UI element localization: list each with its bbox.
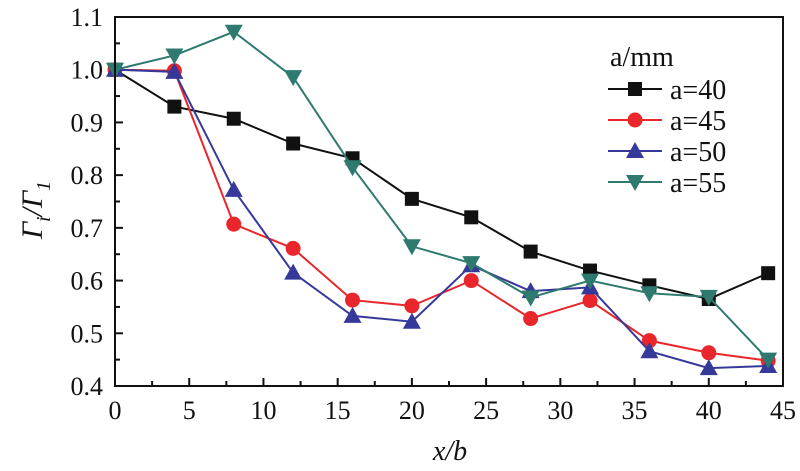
data-point — [761, 266, 776, 281]
data-point — [521, 290, 540, 307]
data-point — [626, 142, 644, 158]
data-point — [640, 342, 659, 359]
data-point — [640, 286, 659, 303]
legend-label: a=50 — [670, 137, 726, 168]
legend-title: a/mm — [610, 42, 674, 73]
data-point — [582, 293, 598, 309]
data-point — [165, 62, 184, 79]
data-point — [226, 111, 241, 126]
legend-item: a=40 — [608, 75, 726, 106]
data-point — [284, 263, 303, 280]
x-tick-label: 0 — [109, 396, 122, 425]
legend-item: a=50 — [608, 137, 726, 168]
legend-label: a=45 — [670, 106, 726, 137]
y-tick-label: 0.5 — [71, 319, 104, 348]
y-axis-label: Γi/Γ1 — [16, 181, 55, 240]
data-point — [581, 273, 600, 290]
data-point — [628, 82, 642, 96]
x-tick-label: 30 — [547, 396, 573, 425]
x-tick-label: 10 — [250, 396, 276, 425]
y-tick-label: 0.7 — [71, 214, 104, 243]
data-point — [224, 24, 243, 41]
x-axis-label: x/b — [432, 436, 467, 467]
data-point — [699, 289, 718, 306]
x-tick-label: 25 — [473, 396, 499, 425]
data-point — [699, 359, 718, 376]
x-tick-label: 5 — [183, 396, 196, 425]
data-point — [463, 273, 479, 289]
data-point — [626, 175, 644, 191]
data-point — [523, 311, 539, 327]
data-point — [402, 312, 421, 329]
data-point — [284, 70, 303, 87]
y-tick-label: 1.0 — [71, 56, 104, 85]
data-point — [224, 180, 243, 197]
y-tick-label: 0.8 — [71, 161, 104, 190]
data-point — [343, 306, 362, 323]
legend-label: a=40 — [670, 75, 726, 106]
series-a-55 — [106, 24, 778, 369]
series-line — [114, 68, 769, 301]
x-tick-label: 35 — [622, 396, 648, 425]
data-point — [464, 210, 479, 225]
y-tick-label: 1.1 — [71, 3, 104, 32]
y-tick-label: 0.6 — [71, 267, 104, 296]
data-point — [759, 352, 778, 369]
data-point — [404, 298, 420, 314]
legend-item: a=45 — [608, 106, 726, 137]
data-point — [627, 112, 643, 128]
data-point — [404, 191, 419, 206]
x-tick-label: 20 — [399, 396, 425, 425]
legend: a/mm a=40a=45a=50a=55 — [608, 42, 726, 199]
data-point — [226, 216, 242, 232]
data-point — [167, 99, 182, 114]
x-tick-label: 15 — [325, 396, 351, 425]
data-point — [345, 292, 361, 308]
data-point — [165, 48, 184, 65]
legend-item: a=55 — [608, 168, 726, 199]
series-line — [114, 30, 769, 361]
data-point — [523, 244, 538, 259]
plot-frame — [114, 16, 784, 387]
data-point — [286, 136, 301, 151]
legend-label: a=55 — [670, 168, 726, 199]
data-point — [701, 345, 717, 361]
series-line — [114, 68, 769, 370]
y-tick-label: 0.9 — [71, 108, 104, 137]
data-point — [402, 239, 421, 256]
data-point — [462, 256, 481, 273]
data-point — [285, 240, 301, 256]
data-point — [343, 160, 362, 177]
svg-text:Γi/Γ1: Γi/Γ1 — [16, 181, 55, 240]
y-tick-label: 0.4 — [71, 372, 104, 401]
data-point — [641, 333, 657, 349]
x-tick-label: 45 — [770, 396, 796, 425]
x-tick-label: 40 — [696, 396, 722, 425]
